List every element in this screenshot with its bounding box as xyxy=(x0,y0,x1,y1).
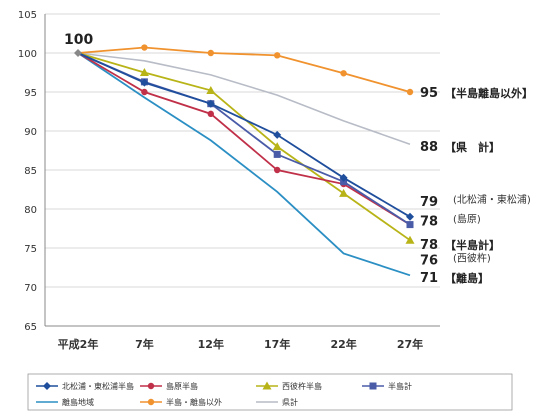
data-point xyxy=(206,99,215,108)
end-tag-label: (西彼杵) xyxy=(453,252,491,265)
data-point xyxy=(274,166,281,174)
legend-marker xyxy=(147,398,155,406)
end-tag-label: 【半島離島以外】 xyxy=(445,86,533,100)
data-point xyxy=(141,44,148,51)
legend-item: 県計 xyxy=(256,397,298,407)
legend-label: 離島地域 xyxy=(62,397,94,407)
y-tick-label: 90 xyxy=(24,127,37,138)
x-tick-label: 22年 xyxy=(330,337,356,351)
end-value-label: 71 xyxy=(420,271,438,286)
legend-item: 島原半島 xyxy=(140,381,198,391)
series-line xyxy=(77,52,411,241)
series-line xyxy=(77,46,411,93)
end-value-label: 88 xyxy=(420,140,438,155)
x-axis: 平成2年 7年 12年 17年 22年 27年 xyxy=(45,325,440,351)
legend-item: 西彼杵半島 xyxy=(256,381,322,391)
data-point xyxy=(207,110,214,118)
data-point xyxy=(140,78,149,87)
data-point xyxy=(339,188,349,197)
legend-item: 半島・離島以外 xyxy=(140,397,222,407)
x-tick-label: 平成2年 xyxy=(58,337,99,351)
series-line xyxy=(77,52,411,146)
y-tick-label: 70 xyxy=(24,283,37,294)
legend-marker xyxy=(262,381,272,390)
data-point xyxy=(206,85,216,94)
legend-item: 離島地域 xyxy=(36,397,94,407)
start-value-label: 100 xyxy=(64,32,93,48)
end-tag-label: 【県 計】 xyxy=(445,140,500,154)
data-point xyxy=(273,130,282,139)
data-point xyxy=(141,88,148,96)
y-tick-label: 85 xyxy=(24,166,37,177)
legend-item: 北松浦・東松浦半島 xyxy=(36,381,134,391)
legend-label: 県計 xyxy=(282,397,298,407)
x-tick-label: 17年 xyxy=(264,337,290,351)
data-point xyxy=(339,173,348,182)
end-value-label: 78 xyxy=(420,215,438,230)
data-point xyxy=(274,52,281,59)
y-axis: 65 70 75 80 85 90 95 100 105 xyxy=(18,10,46,333)
gridlines xyxy=(45,13,440,327)
end-value-label: 78 xyxy=(420,238,438,253)
x-tick-label: 12年 xyxy=(198,337,224,351)
y-tick-label: 105 xyxy=(18,10,37,21)
legend-label: 島原半島 xyxy=(166,381,198,391)
y-tick-label: 95 xyxy=(24,88,37,99)
start-point xyxy=(74,49,82,57)
end-value-label: 79 xyxy=(420,195,438,210)
y-tick-label: 80 xyxy=(24,205,37,216)
end-labels: 95 【半島離島以外】 88 【県 計】 79 (北松浦・東松浦) 78 (島原) 78 【半島計… xyxy=(420,86,533,286)
series-line xyxy=(77,52,411,277)
data-point xyxy=(139,68,149,76)
end-value-label: 95 xyxy=(420,86,438,101)
end-tag-label: 【離島】 xyxy=(445,271,489,285)
data-point xyxy=(406,88,414,96)
end-value-label: 76 xyxy=(420,254,438,269)
y-tick-label: 65 xyxy=(24,322,37,333)
data-point xyxy=(405,235,415,244)
y-tick-label: 100 xyxy=(18,49,37,60)
legend-marker xyxy=(147,382,155,390)
legend-label: 西彼杵半島 xyxy=(282,381,322,391)
y-tick-label: 75 xyxy=(24,244,37,255)
x-tick-label: 27年 xyxy=(397,337,423,351)
end-tag-label: (北松浦・東松浦) xyxy=(453,193,531,206)
data-point xyxy=(406,212,414,221)
end-tag-label: (島原) xyxy=(453,213,481,226)
data-point xyxy=(406,221,414,229)
end-tag-label: 【半島計】 xyxy=(445,238,500,252)
data-point xyxy=(207,49,214,57)
legend-label: 半島計 xyxy=(388,381,412,391)
series-line xyxy=(77,52,411,226)
legend-marker xyxy=(43,382,51,390)
series-line xyxy=(77,52,411,218)
data-point xyxy=(340,70,347,77)
legend-item: 半島計 xyxy=(362,381,412,391)
x-tick-label: 7年 xyxy=(135,337,154,351)
legend-label: 北松浦・東松浦半島 xyxy=(62,381,134,391)
legend-label: 半島・離島以外 xyxy=(166,397,222,407)
data-point xyxy=(273,150,281,158)
legend-box xyxy=(27,373,513,411)
data-point xyxy=(272,142,282,151)
series-lines xyxy=(74,44,415,277)
legend-marker xyxy=(369,382,377,390)
